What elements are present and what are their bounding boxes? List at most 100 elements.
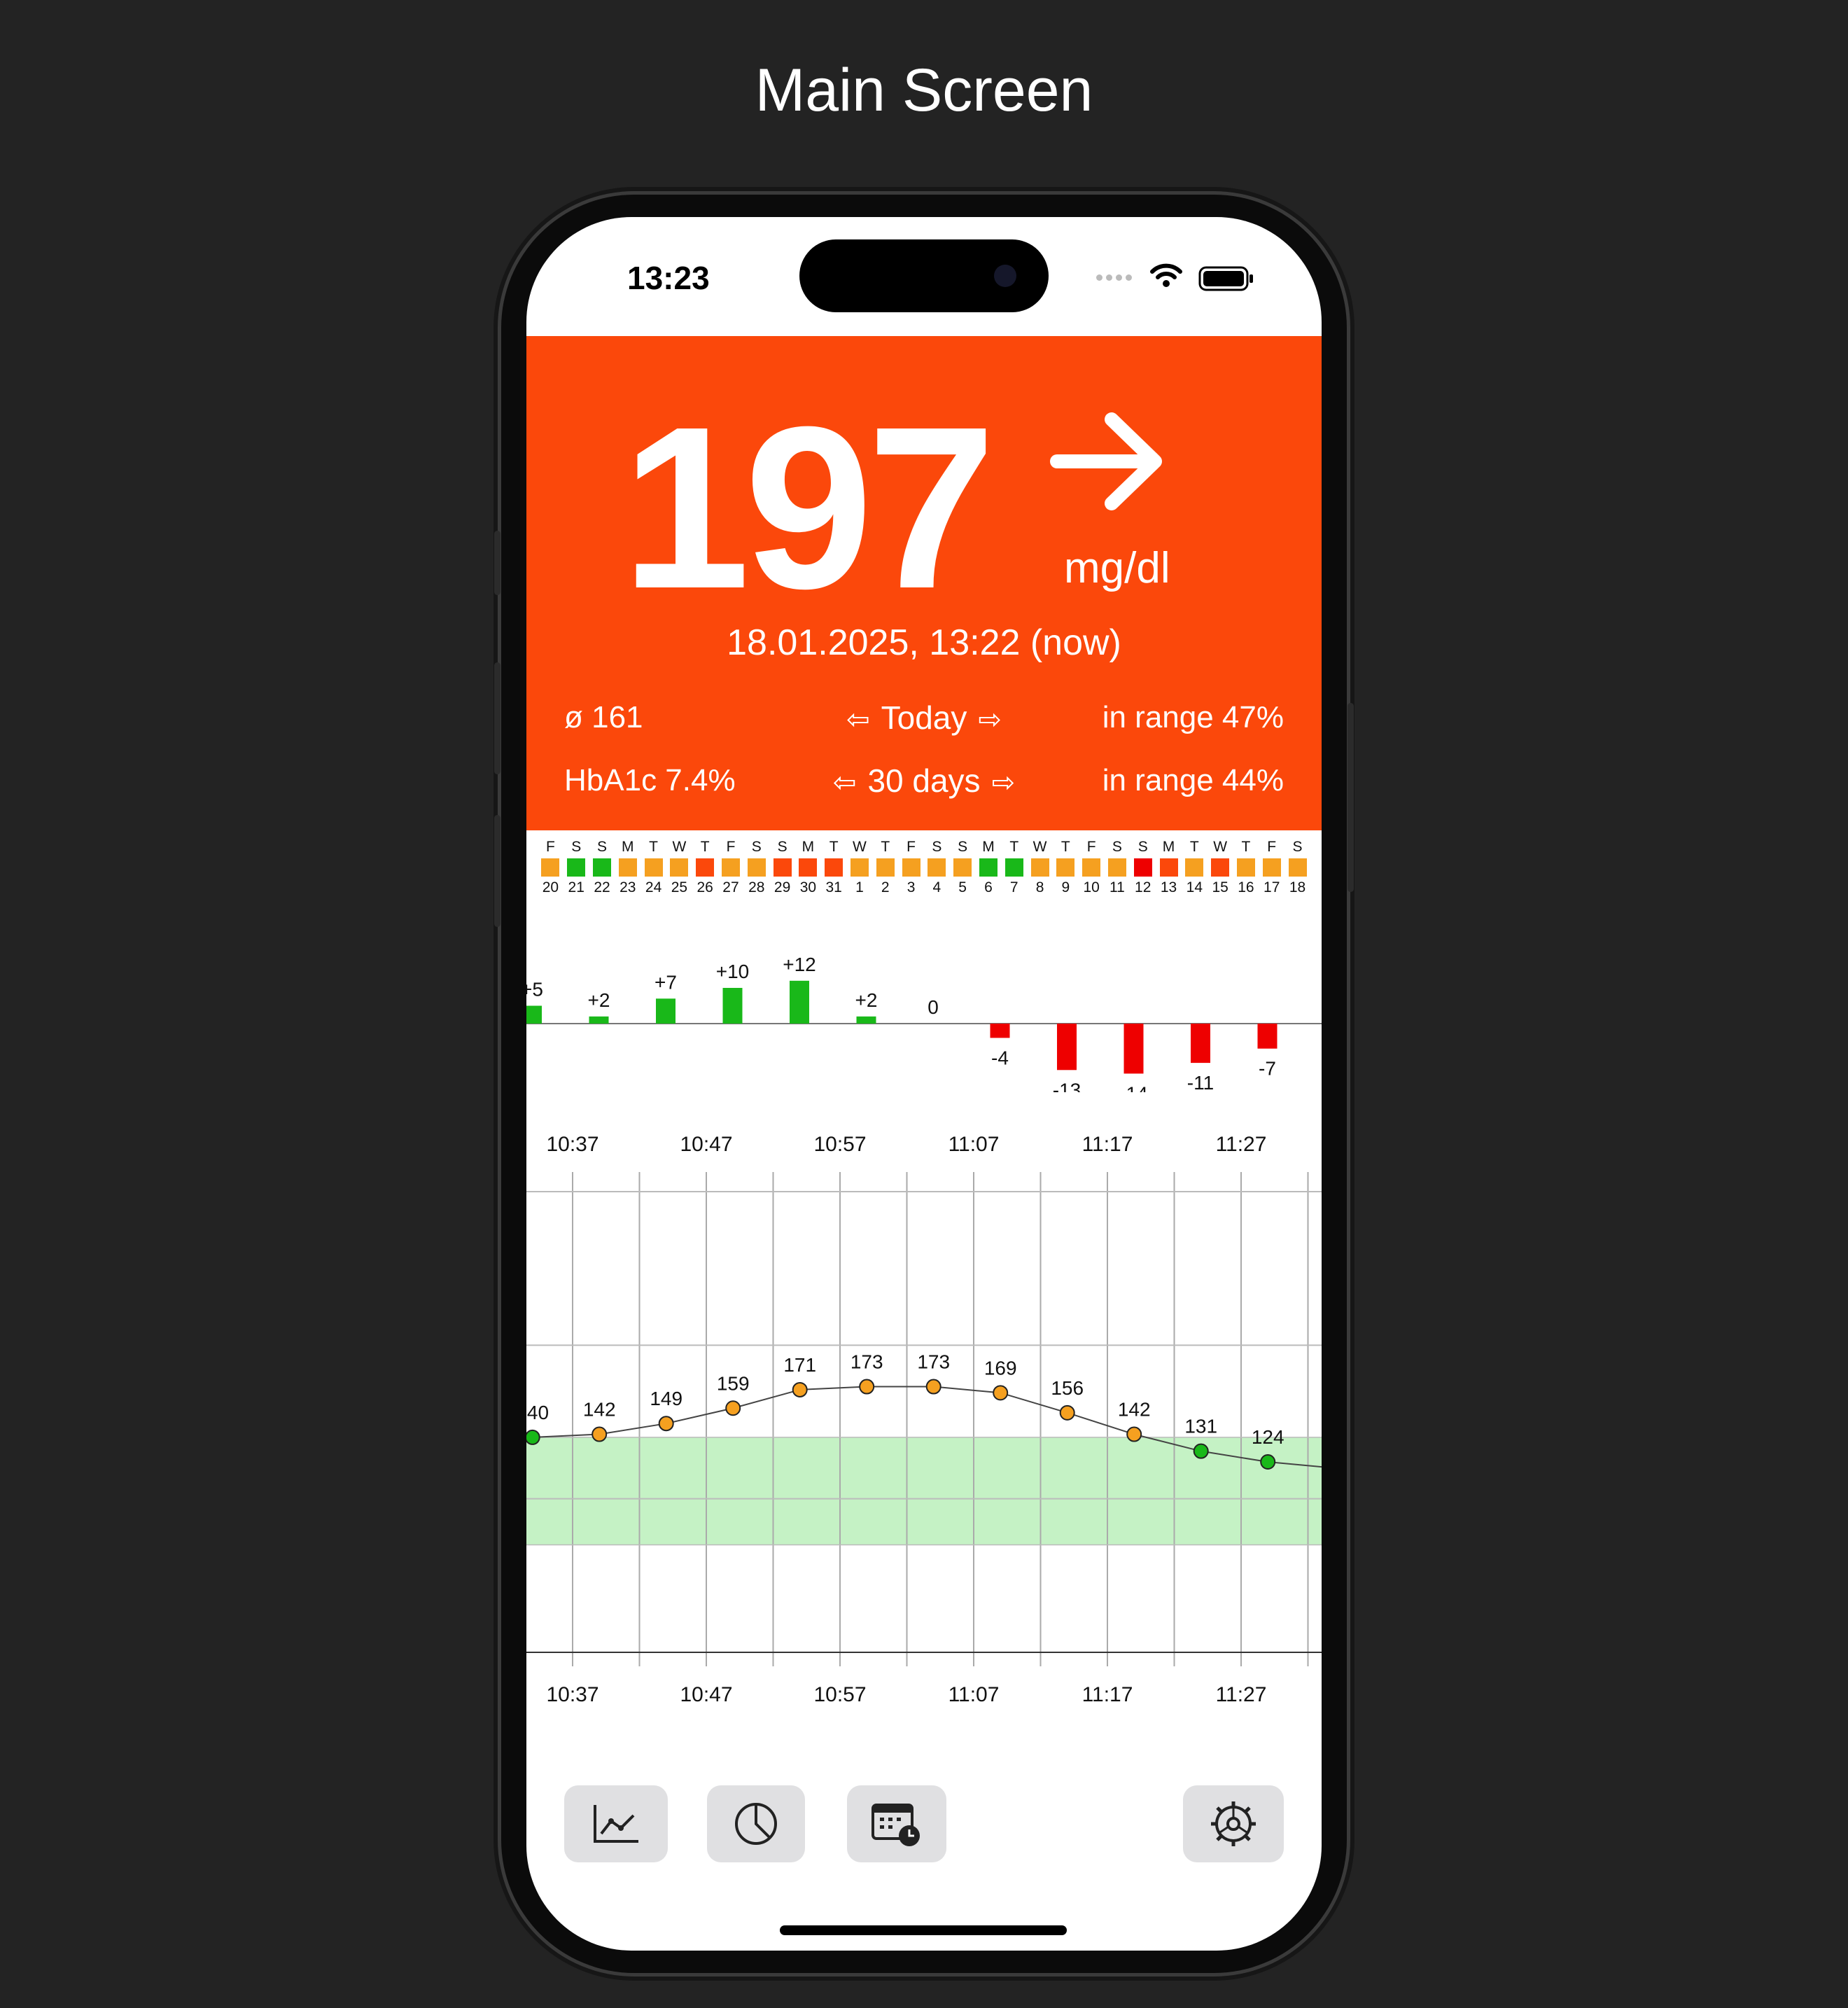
calendar-day-status (644, 858, 663, 877)
calendar-day-cell[interactable] (743, 856, 769, 879)
calendar-weekday: W (1032, 839, 1047, 855)
delta-label: +5 (526, 979, 543, 1000)
calendar-day-cell[interactable] (1182, 856, 1208, 879)
calendar-day-number: 24 (645, 879, 662, 895)
arrow-right-icon (1050, 412, 1162, 510)
delta-label: +2 (588, 989, 610, 1011)
calendar-day-status (541, 858, 560, 877)
calendar-clock-icon (872, 1804, 920, 1846)
calendar-weekday: S (1138, 839, 1148, 855)
calendar-day-number: 23 (620, 879, 636, 895)
calendar-day-cell[interactable] (692, 856, 718, 879)
delta-bar (990, 1024, 1010, 1038)
calendar-day-number: 2 (881, 879, 890, 895)
glucose-series-line (526, 1386, 1322, 1468)
calendar-day-number: 18 (1289, 879, 1306, 895)
calendar-day-cell[interactable] (589, 856, 615, 879)
next-period-icon[interactable]: ⇨ (991, 767, 1016, 798)
calendar-day-cell[interactable] (924, 856, 950, 879)
calendar-day-cell[interactable] (1130, 856, 1156, 879)
calendar-weekday: S (1292, 839, 1303, 855)
chart-view-button[interactable] (564, 1785, 668, 1862)
calendar-day-status (902, 858, 920, 877)
calendar-day-cell[interactable] (1233, 856, 1259, 879)
delta-bar (790, 980, 809, 1024)
calendar-day-number: 3 (906, 879, 916, 895)
previous-period-icon[interactable]: ⇦ (846, 704, 870, 735)
calendar-weekday: F (1267, 839, 1277, 855)
calendar-day-status (670, 858, 689, 877)
calendar-day-cell[interactable] (1156, 856, 1182, 879)
x-tick-label-bottom: 10:47 (680, 1683, 732, 1706)
calendar-day-number: 17 (1264, 879, 1280, 895)
x-tick-label-top: 11:07 (948, 1133, 1000, 1156)
glucose-data-point[interactable] (859, 1379, 875, 1395)
calendar-day-status (1236, 858, 1255, 877)
glucose-data-point[interactable] (1126, 1426, 1142, 1442)
glucose-point-label: 140 (526, 1402, 549, 1423)
calendar-day-number: 4 (932, 879, 941, 895)
calendar-day-cell[interactable] (1259, 856, 1284, 879)
delta-bar (589, 1016, 609, 1024)
calendar-day-cell[interactable] (538, 856, 564, 879)
calendar-day-number: 8 (1035, 879, 1044, 895)
calendar-day-status (1288, 858, 1307, 877)
calendar-day-cell[interactable] (898, 856, 924, 879)
glucose-data-point[interactable] (1193, 1443, 1209, 1459)
calendar-day-cell[interactable] (640, 856, 666, 879)
calendar-day-number: 20 (542, 879, 559, 895)
calendar-day-cell[interactable] (1001, 856, 1027, 879)
calendar-button[interactable] (847, 1785, 946, 1862)
glucose-data-point[interactable] (1260, 1454, 1276, 1470)
calendar-day-cell[interactable] (847, 856, 873, 879)
glucose-data-point[interactable] (993, 1385, 1009, 1401)
calendar-day-cell[interactable] (615, 856, 640, 879)
calendar-day-cell[interactable] (976, 856, 1002, 879)
delta-bar (1191, 1024, 1210, 1064)
calendar-day-number: 10 (1083, 879, 1100, 895)
calendar-day-status (927, 858, 946, 877)
calendar-day-cell[interactable] (950, 856, 976, 879)
calendar-day-cell[interactable] (821, 856, 847, 879)
calendar-day-cell[interactable] (1208, 856, 1233, 879)
glucose-data-point[interactable] (592, 1426, 608, 1442)
calendar-day-cell[interactable] (1105, 856, 1130, 879)
settings-button[interactable] (1183, 1785, 1284, 1862)
calendar-day-number: 21 (568, 879, 584, 895)
statistics-button[interactable] (707, 1785, 805, 1862)
calendar-day-number: 14 (1186, 879, 1203, 895)
volume-down-button (494, 815, 500, 927)
glucose-value: 197 (622, 378, 996, 636)
delta-label: +7 (654, 971, 677, 993)
calendar-weekday: M (982, 839, 995, 855)
calendar-day-number: 1 (855, 879, 864, 895)
glucose-data-point[interactable] (658, 1416, 674, 1432)
calendar-day-cell[interactable] (1053, 856, 1079, 879)
glucose-data-point[interactable] (925, 1379, 941, 1395)
calendar-day-status (1211, 858, 1230, 877)
glucose-data-point[interactable] (1059, 1404, 1075, 1421)
calendar-day-number: 31 (825, 879, 842, 895)
calendar-day-cell[interactable] (666, 856, 692, 879)
calendar-day-status (850, 858, 869, 877)
calendar-day-cell[interactable] (718, 856, 744, 879)
delta-bar (1124, 1024, 1144, 1074)
calendar-day-cell[interactable] (795, 856, 821, 879)
glucose-point-label: 156 (1051, 1377, 1084, 1399)
calendar-day-cell[interactable] (1027, 856, 1053, 879)
glucose-data-point[interactable] (725, 1400, 741, 1416)
calendar-day-cell[interactable] (1079, 856, 1105, 879)
battery-icon (1198, 266, 1253, 291)
calendar-weekday: W (853, 839, 867, 855)
calendar-day-cell[interactable] (1284, 856, 1310, 879)
glucose-data-point[interactable] (526, 1429, 540, 1445)
previous-period-icon[interactable]: ⇦ (832, 767, 857, 798)
calendar-day-status (1056, 858, 1075, 877)
calendar-day-cell[interactable] (872, 856, 898, 879)
calendar-day-cell[interactable] (564, 856, 589, 879)
glucose-data-point[interactable] (792, 1381, 808, 1397)
calendar-day-number: 27 (722, 879, 739, 895)
calendar-day-cell[interactable] (769, 856, 795, 879)
next-period-icon[interactable]: ⇨ (978, 704, 1002, 735)
x-tick-label-top: 10:37 (546, 1133, 598, 1156)
